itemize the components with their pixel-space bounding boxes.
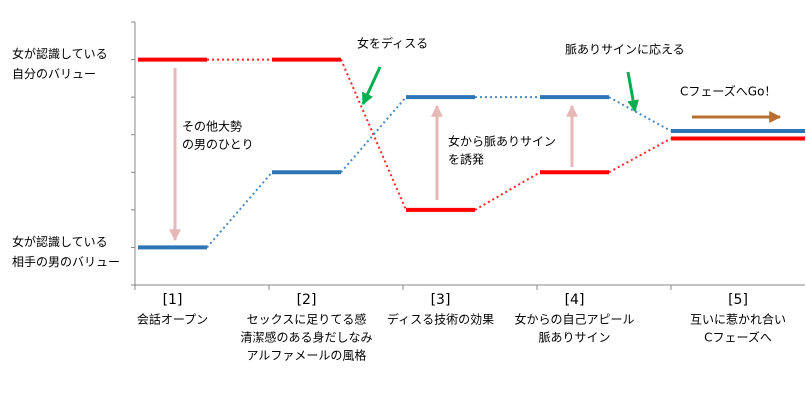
connector <box>206 171 273 249</box>
annotation: を誘発 <box>448 153 484 167</box>
category-note: ディスる技術の効果 <box>387 312 494 327</box>
arrow <box>626 71 639 113</box>
category-note: セックスに足りてる感 <box>247 312 367 327</box>
connector <box>340 59 407 211</box>
annotation: の男のひとり <box>182 138 254 152</box>
x-tick-label: [4] <box>565 292 585 308</box>
arrow <box>361 66 382 106</box>
category-note: 脈ありサイン <box>538 331 610 345</box>
x-tick-label: [2] <box>297 292 317 308</box>
annotation: 脈ありサインに応える <box>565 43 685 57</box>
category-note: 互いに惹かれ合い <box>690 312 786 327</box>
category-note: 会話オープン <box>137 312 208 327</box>
series-label: 相手の男のバリュー <box>12 255 120 269</box>
series-label: 女が認識している <box>12 46 108 61</box>
x-ticks <box>134 285 672 290</box>
connector <box>340 96 407 173</box>
x-tick-label: [1] <box>163 292 183 308</box>
connector <box>608 137 672 174</box>
category-note: 女からの自己アピール <box>514 312 634 327</box>
x-tick-label: [5] <box>728 292 748 308</box>
annotation: CフェーズへGo！ <box>680 84 776 99</box>
connector <box>474 171 541 211</box>
x-tick-label: [3] <box>431 292 451 308</box>
annotation: その他大勢 <box>182 119 242 134</box>
category-note: Cフェーズへ <box>704 330 772 345</box>
annotation: 女から脈ありサイン <box>448 134 556 149</box>
series-label: 女が認識している <box>12 234 108 249</box>
connector <box>608 96 672 132</box>
category-note: アルファメールの風格 <box>247 348 367 363</box>
category-note: 清潔感のある身だしなみ <box>240 330 372 345</box>
series-label: 自分のバリュー <box>12 67 96 81</box>
annotation: 女をディスる <box>357 36 428 51</box>
